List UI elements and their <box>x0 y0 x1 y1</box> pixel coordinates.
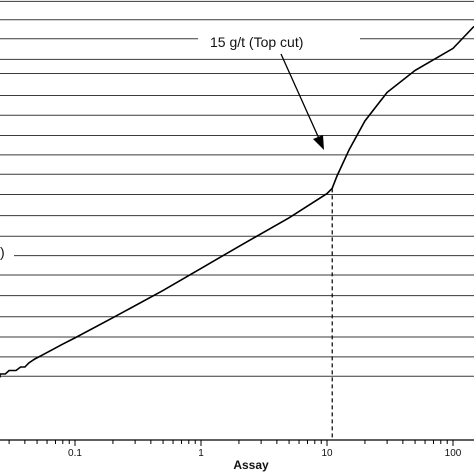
topcut-label: 15 g/t (Top cut) <box>210 34 303 50</box>
plot-area <box>0 25 474 440</box>
x-tick-label: 0.1 <box>68 448 82 459</box>
topcut-arrowhead <box>313 135 324 150</box>
x-axis: 0.1 1 10 100 <box>0 439 474 459</box>
x-tick-label: 1 <box>198 448 204 459</box>
x-tick-label: 10 <box>321 448 333 459</box>
x-ticks: 0.1 1 10 100 <box>8 440 462 459</box>
x-axis-title: Assay <box>233 458 269 472</box>
grid-lines <box>0 0 474 377</box>
cumulative-curve <box>0 25 474 378</box>
left-label-fragment: ) <box>0 244 5 260</box>
x-tick-label: 100 <box>445 448 462 459</box>
left-label-background <box>0 242 14 262</box>
topcut-label-background <box>198 30 360 54</box>
topcut-arrow <box>280 53 322 144</box>
annotations: 15 g/t (Top cut) ) <box>0 30 360 262</box>
